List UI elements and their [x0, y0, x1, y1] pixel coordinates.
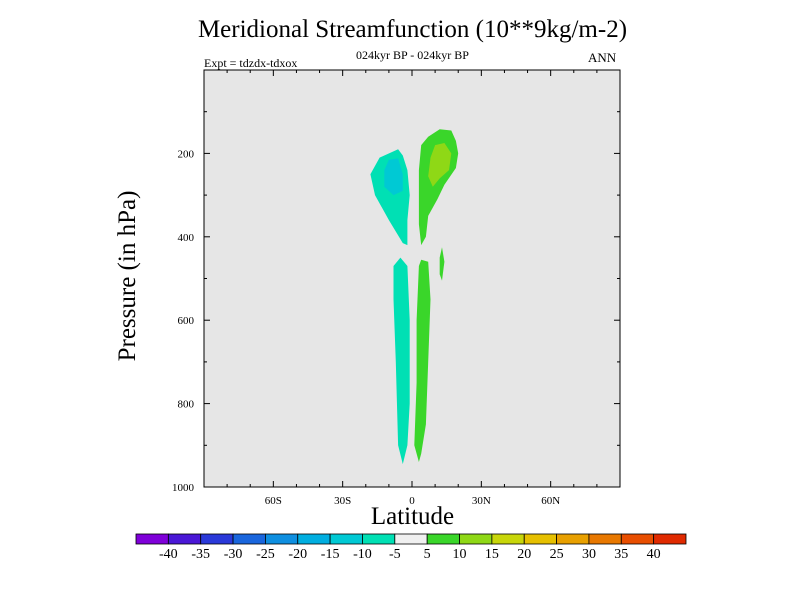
colorbar-box-9 [426, 533, 460, 545]
colorbar-box-0 [135, 533, 169, 545]
colorbar-label: -15 [321, 547, 340, 562]
colorbar-label: 35 [614, 547, 628, 562]
x-tick-label: 60N [541, 495, 560, 507]
x-tick-label: 0 [409, 495, 415, 507]
x-tick-label: 30N [472, 495, 491, 507]
y-tick-label: 200 [178, 148, 195, 160]
experiment-label: Expt = tdzdx-tdxox [204, 56, 298, 70]
y-tick-label: 800 [178, 399, 195, 411]
colorbar-box-14 [588, 533, 622, 545]
x-tick-label: 60S [265, 495, 282, 507]
contour-region-4 [428, 143, 452, 187]
colorbar-label: -40 [159, 547, 178, 562]
contour-region-5 [414, 259, 431, 462]
colorbar-label: 30 [582, 547, 596, 562]
colorbar-box-12 [523, 533, 557, 545]
colorbar-label: -35 [191, 547, 210, 562]
colorbar-label: 40 [647, 547, 661, 562]
chart-title: Meridional Streamfunction (10**9kg/m-2) [197, 16, 628, 43]
colorbar-box-1 [167, 533, 202, 545]
colorbar-box-8 [394, 533, 428, 545]
colorbar-box-13 [556, 533, 590, 545]
colorbar-label: 5 [424, 547, 431, 562]
x-axis-label: Latitude [370, 503, 455, 530]
y-tick-label: 1000 [172, 482, 195, 494]
colorbar-box-6 [329, 533, 363, 545]
colorbar-label: 20 [517, 547, 531, 562]
colorbar-label: 15 [485, 547, 499, 562]
y-tick-label: 600 [178, 315, 195, 327]
contour-region-6 [439, 247, 445, 281]
colorbar-label: -20 [288, 547, 307, 562]
season-label: ANN [588, 50, 617, 65]
colorbar-box-16 [653, 533, 687, 545]
colorbar-box-4 [265, 533, 299, 545]
colorbar-label: -30 [224, 547, 243, 562]
colorbar-box-15 [620, 533, 655, 545]
colorbar-label: -5 [389, 547, 401, 562]
colorbar-label: 10 [453, 547, 467, 562]
colorbar-box-3 [232, 533, 266, 545]
y-tick-label: 400 [178, 232, 195, 244]
colorbar-label: 25 [550, 547, 564, 562]
chart-subtitle: 024kyr BP - 024kyr BP [356, 48, 469, 62]
contour-region-1 [384, 158, 403, 196]
contour-region-2 [393, 257, 410, 465]
colorbar-label: -25 [256, 547, 275, 562]
colorbar-box-10 [459, 533, 493, 545]
colorbar-box-11 [491, 533, 525, 545]
colorbar-box-7 [362, 533, 396, 545]
colorbar-box-5 [297, 533, 331, 545]
colorbar-box-2 [200, 533, 234, 545]
plot-background [204, 70, 620, 487]
x-tick-label: 30S [334, 495, 351, 507]
colorbar-label: -10 [353, 547, 372, 562]
